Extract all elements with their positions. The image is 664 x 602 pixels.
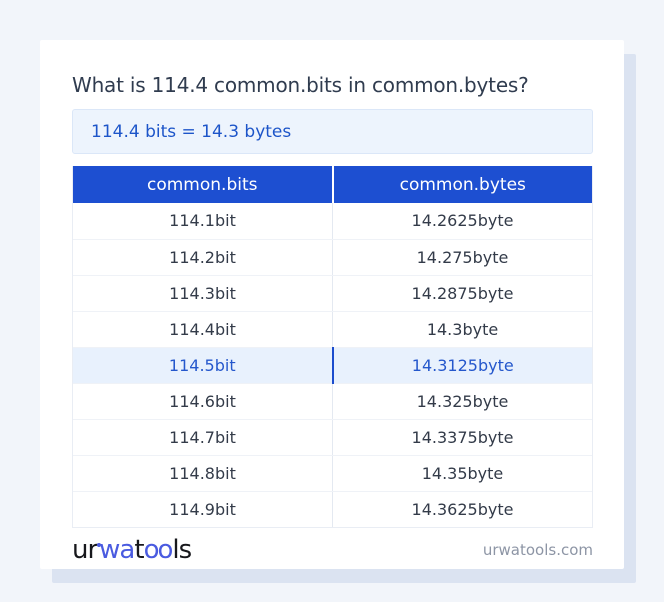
logo-text-ls: ls — [172, 534, 192, 565]
logo-ring-icon — [97, 542, 102, 547]
table-row: 114.1bit 14.2625byte — [73, 203, 592, 240]
bits-cell: 114.6bit — [73, 383, 333, 420]
bits-cell: 114.7bit — [73, 419, 333, 456]
bytes-cell: 14.35byte — [332, 455, 592, 492]
bits-cell: 114.9bit — [73, 491, 333, 527]
conversion-table: common.bits common.bytes 114.1bit 14.2625… — [72, 166, 593, 528]
bytes-cell: 14.3375byte — [332, 419, 592, 456]
bits-cell: 114.8bit — [73, 455, 333, 492]
table-row: 114.8bit 14.35byte — [73, 455, 592, 492]
bits-cell: 114.2bit — [73, 239, 333, 276]
bytes-cell: 14.325byte — [332, 383, 592, 420]
column-header-bytes: common.bytes — [332, 166, 592, 203]
table-row: 114.5bit 14.3125byte — [73, 347, 592, 384]
table-row: 114.7bit 14.3375byte — [73, 419, 592, 456]
conversion-result-text: 114.4 bits = 14.3 bytes — [91, 121, 292, 142]
table-row: 114.3bit 14.2875byte — [73, 275, 592, 312]
bytes-cell: 14.2875byte — [332, 275, 592, 312]
logo-text-wa: wa — [99, 534, 135, 565]
bytes-cell: 14.3625byte — [411, 499, 514, 519]
table-row: 114.9bit 14.3625byte — [73, 491, 592, 527]
column-header-bits: common.bits — [73, 166, 334, 203]
conversion-table-body: 114.1bit 14.2625byte 114.2bit 14.275byte 114… — [73, 203, 592, 527]
card-footer: urwatools urwatools.com — [72, 529, 593, 570]
bytes-cell: 14.3125byte — [332, 347, 592, 384]
logo-text-t: t — [134, 534, 144, 565]
table-row: 114.4bit 14.3byte — [73, 311, 592, 348]
converter-card: What is 114.4 common.bits in common.byte… — [40, 40, 624, 569]
conversion-result-box: 114.4 bits = 14.3 bytes — [72, 109, 593, 154]
page-title: What is 114.4 common.bits in common.byte… — [72, 73, 529, 97]
bits-cell: 114.1bit — [73, 203, 333, 240]
logo-text-oo: oo — [143, 534, 174, 565]
site-url: urwatools.com — [482, 540, 593, 559]
table-header-row: common.bits common.bytes — [73, 166, 592, 203]
table-row: 114.2bit 14.275byte — [73, 239, 592, 276]
bytes-cell: 14.3byte — [332, 311, 592, 348]
bytes-cell: 14.275byte — [332, 239, 592, 276]
bytes-cell: 14.2625byte — [332, 203, 592, 240]
bits-cell: 114.4bit — [73, 311, 333, 348]
logo-text-ur: ur — [72, 534, 98, 565]
bits-cell: 114.3bit — [73, 275, 333, 312]
table-row: 114.6bit 14.325byte — [73, 383, 592, 420]
bits-cell: 114.5bit — [73, 347, 334, 384]
urwatools-logo[interactable]: urwatools — [72, 534, 192, 565]
